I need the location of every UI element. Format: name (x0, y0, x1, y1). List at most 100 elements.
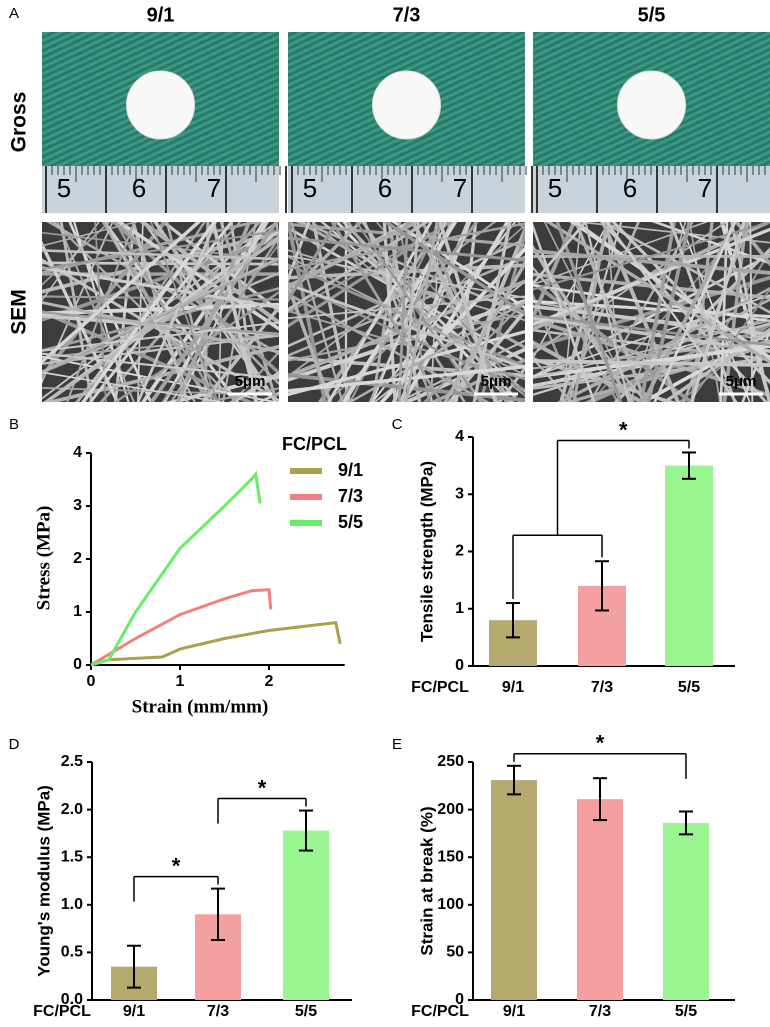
fiber (42, 352, 279, 380)
fiber (517, 222, 525, 233)
fiber (690, 222, 714, 402)
scale-bar-label: 5μm (235, 373, 266, 390)
fiber (288, 373, 525, 402)
fiber (43, 235, 279, 402)
y-tick-label: 4 (455, 428, 464, 445)
y-tick-label: 4 (73, 444, 82, 461)
fiber (42, 321, 279, 352)
y-tick-label: 150 (437, 848, 464, 865)
fiber (81, 222, 217, 402)
fiber (533, 340, 646, 402)
ruler-label: 5 (57, 173, 71, 203)
x-tick-label: 9/1 (503, 1003, 525, 1020)
fiber (327, 222, 433, 402)
fiber (497, 365, 525, 402)
y-axis-label: Strain at break (%) (417, 806, 436, 955)
fiber (391, 222, 525, 310)
y-tick-label: 2 (455, 543, 464, 560)
column-header: 9/1 (147, 4, 175, 26)
fiber (42, 311, 279, 336)
fiber (231, 350, 279, 402)
fiber (402, 222, 420, 402)
category-axis-label: FC/PCL (411, 1003, 469, 1020)
fiber (533, 319, 770, 380)
fiber-group (533, 222, 770, 402)
fiber (288, 222, 525, 270)
fiber (533, 222, 596, 402)
fiber (653, 222, 737, 402)
scale-bar-label: 5μm (726, 373, 757, 390)
legend-label: 9/1 (338, 460, 363, 480)
y-tick-label: 0 (73, 656, 82, 673)
fiber (639, 330, 770, 402)
fiber (371, 222, 517, 402)
x-tick-label: 7/3 (207, 1003, 229, 1020)
fiber (347, 300, 525, 402)
fiber (165, 222, 214, 402)
fiber (572, 222, 609, 402)
error-bar (679, 810, 693, 836)
fiber (641, 222, 737, 402)
fiber (114, 222, 218, 402)
fiber (572, 222, 770, 361)
fiber (59, 222, 94, 402)
fiber (88, 222, 234, 402)
fiber (678, 323, 770, 402)
fiber (533, 356, 573, 402)
error-bar (211, 887, 225, 942)
y-tick-label: 2.5 (61, 753, 83, 770)
error-bar (506, 602, 520, 639)
fiber (288, 236, 525, 262)
fiber (42, 302, 279, 316)
error-bar (595, 560, 609, 612)
error-bar (299, 809, 313, 852)
fiber (567, 222, 623, 402)
fiber (42, 256, 279, 374)
fiber (288, 292, 490, 402)
fiber (533, 222, 770, 291)
fiber (42, 222, 100, 302)
panel-label: D (9, 736, 20, 753)
category-axis-label: FC/PCL (411, 679, 469, 696)
fiber (211, 222, 259, 402)
fiber (533, 315, 770, 353)
y-tick-label: 50 (446, 944, 464, 961)
fiber (404, 222, 439, 402)
fiber (42, 333, 279, 359)
fiber (288, 222, 311, 284)
fiber (682, 222, 751, 402)
fiber (42, 301, 279, 354)
fiber (142, 222, 277, 402)
fiber (136, 222, 218, 402)
fiber (42, 222, 278, 400)
sample-disc (617, 70, 686, 140)
fiber (162, 222, 269, 402)
panel-label: A (9, 5, 19, 22)
fiber (355, 222, 482, 402)
y-axis-label: Stress (MPa) (33, 506, 54, 611)
fiber (413, 222, 499, 402)
row-label: SEM (8, 289, 31, 335)
y-tick-label: 0 (455, 991, 464, 1008)
fiber (288, 222, 421, 289)
fiber (229, 371, 279, 402)
fiber (42, 240, 120, 402)
y-tick-label: 2 (73, 550, 82, 567)
category-axis-label: FC/PCL (33, 1003, 91, 1020)
panel-label: C (392, 416, 403, 433)
fiber (639, 222, 677, 402)
fiber (42, 295, 279, 301)
fiber (545, 222, 770, 364)
fiber (42, 261, 279, 266)
legend-label: 5/5 (338, 512, 363, 532)
fiber (379, 246, 525, 402)
fiber (66, 222, 136, 402)
y-tick-label: 0 (455, 657, 464, 674)
fiber (52, 222, 238, 402)
fiber (94, 222, 107, 402)
fiber (42, 286, 279, 352)
fiber (555, 222, 623, 402)
fiber (749, 222, 754, 402)
series-line (90, 470, 262, 667)
y-tick-label: 200 (437, 801, 464, 818)
